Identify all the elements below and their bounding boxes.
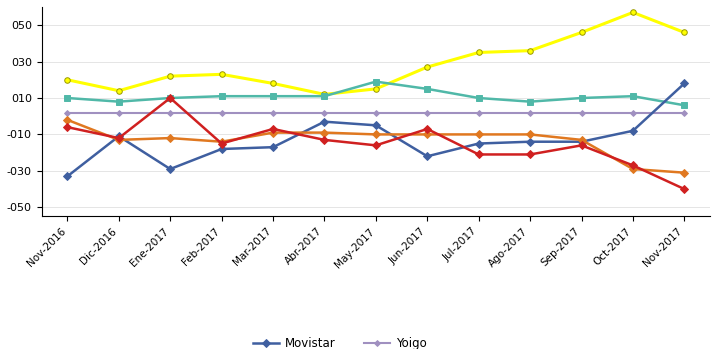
Grupo MASMOVIL bbox=[680, 30, 688, 35]
Orange bbox=[269, 131, 277, 135]
Vodafone bbox=[371, 143, 380, 147]
Yoigo bbox=[115, 111, 123, 115]
OMV bbox=[526, 99, 534, 104]
OMV bbox=[629, 94, 637, 98]
Movistar bbox=[320, 120, 329, 124]
Yoigo bbox=[475, 111, 483, 115]
OMV bbox=[320, 94, 329, 98]
Orange bbox=[577, 138, 586, 142]
Grupo MASMOVIL bbox=[269, 81, 277, 86]
Yoigo bbox=[526, 111, 534, 115]
Vodafone bbox=[166, 96, 174, 100]
Orange bbox=[680, 171, 688, 175]
Line: OMV: OMV bbox=[65, 79, 687, 108]
Vodafone bbox=[475, 153, 483, 157]
Yoigo bbox=[577, 111, 586, 115]
Line: Vodafone: Vodafone bbox=[65, 95, 687, 192]
Grupo MASMOVIL bbox=[577, 30, 586, 35]
OMV bbox=[115, 99, 123, 104]
OMV bbox=[63, 96, 72, 100]
Grupo MASMOVIL bbox=[63, 78, 72, 82]
Movistar bbox=[475, 141, 483, 146]
Movistar bbox=[217, 147, 226, 151]
Vodafone bbox=[115, 136, 123, 140]
Orange bbox=[320, 131, 329, 135]
Orange bbox=[423, 132, 432, 136]
Vodafone bbox=[577, 143, 586, 147]
Grupo MASMOVIL bbox=[526, 49, 534, 53]
Yoigo bbox=[320, 111, 329, 115]
Yoigo bbox=[423, 111, 432, 115]
Orange bbox=[526, 132, 534, 136]
Vodafone bbox=[217, 141, 226, 146]
Orange bbox=[217, 140, 226, 144]
Yoigo bbox=[269, 111, 277, 115]
Movistar bbox=[371, 123, 380, 127]
Vodafone bbox=[629, 163, 637, 168]
Orange bbox=[166, 136, 174, 140]
Movistar bbox=[680, 81, 688, 86]
Orange bbox=[63, 118, 72, 122]
OMV bbox=[475, 96, 483, 100]
OMV bbox=[371, 80, 380, 84]
Movistar bbox=[526, 140, 534, 144]
Vodafone bbox=[526, 153, 534, 157]
OMV bbox=[217, 94, 226, 98]
Legend: Movistar, Vodafone, Orange, Yoigo, Grupo MASMOVIL, OMV: Movistar, Vodafone, Orange, Yoigo, Grupo… bbox=[253, 337, 498, 349]
Grupo MASMOVIL bbox=[475, 50, 483, 54]
OMV bbox=[577, 96, 586, 100]
Yoigo bbox=[217, 111, 226, 115]
OMV bbox=[423, 87, 432, 91]
Yoigo bbox=[166, 111, 174, 115]
Movistar bbox=[577, 140, 586, 144]
Movistar bbox=[166, 167, 174, 171]
Line: Yoigo: Yoigo bbox=[65, 111, 686, 115]
Orange bbox=[475, 132, 483, 136]
Movistar bbox=[423, 154, 432, 158]
OMV bbox=[269, 94, 277, 98]
Grupo MASMOVIL bbox=[371, 87, 380, 91]
Vodafone bbox=[320, 138, 329, 142]
Yoigo bbox=[680, 111, 688, 115]
Grupo MASMOVIL bbox=[166, 74, 174, 78]
Grupo MASMOVIL bbox=[115, 89, 123, 93]
Movistar bbox=[63, 174, 72, 178]
Orange bbox=[115, 138, 123, 142]
OMV bbox=[680, 103, 688, 107]
Vodafone bbox=[269, 127, 277, 131]
Grupo MASMOVIL bbox=[423, 65, 432, 69]
Movistar bbox=[269, 145, 277, 149]
OMV bbox=[166, 96, 174, 100]
Movistar bbox=[629, 129, 637, 133]
Yoigo bbox=[63, 111, 72, 115]
Grupo MASMOVIL bbox=[629, 10, 637, 15]
Line: Movistar: Movistar bbox=[65, 81, 687, 179]
Vodafone bbox=[423, 127, 432, 131]
Yoigo bbox=[629, 111, 637, 115]
Grupo MASMOVIL bbox=[217, 72, 226, 76]
Vodafone bbox=[680, 187, 688, 191]
Movistar bbox=[115, 134, 123, 138]
Grupo MASMOVIL bbox=[320, 92, 329, 96]
Line: Grupo MASMOVIL: Grupo MASMOVIL bbox=[65, 10, 687, 97]
Orange bbox=[629, 167, 637, 171]
Vodafone bbox=[63, 125, 72, 129]
Orange bbox=[371, 132, 380, 136]
Line: Orange: Orange bbox=[65, 117, 687, 176]
Yoigo bbox=[371, 111, 380, 115]
